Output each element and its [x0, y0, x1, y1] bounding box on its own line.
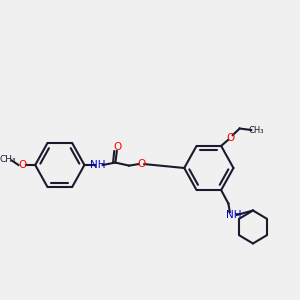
Text: O: O: [137, 159, 146, 169]
Text: NH: NH: [90, 160, 105, 170]
Text: CH₃: CH₃: [249, 125, 264, 134]
Text: NH: NH: [226, 210, 241, 220]
Text: O: O: [114, 142, 122, 152]
Text: O: O: [18, 160, 26, 170]
Text: O: O: [226, 133, 235, 142]
Text: CH₃: CH₃: [0, 154, 16, 164]
